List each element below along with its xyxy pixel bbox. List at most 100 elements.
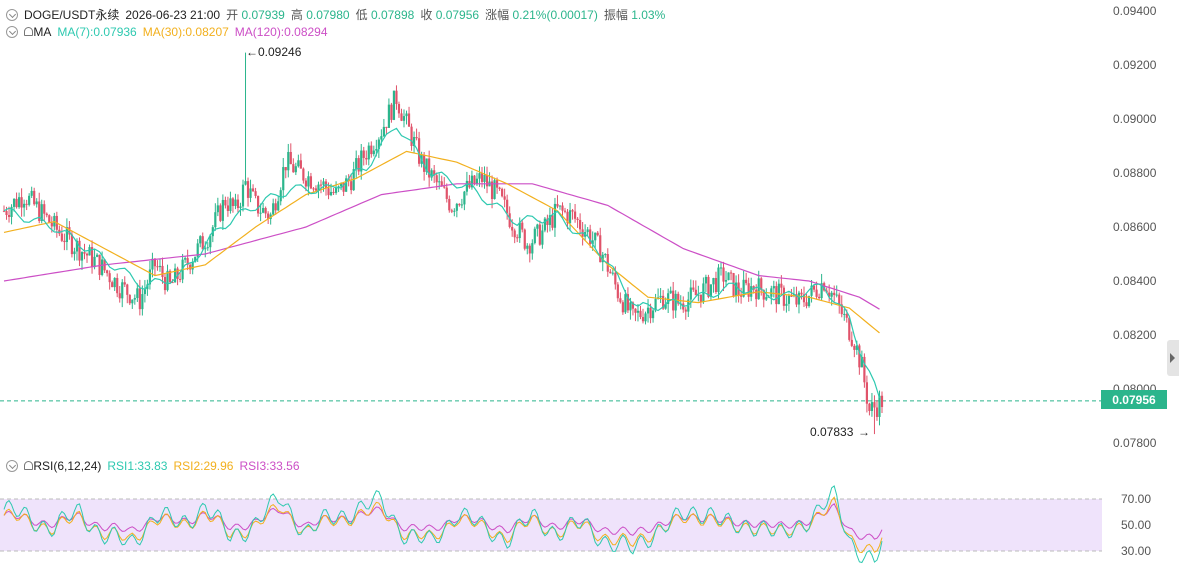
change-label: 涨幅 <box>485 8 510 22</box>
annotations: ← 0.09246 0.07833 → <box>246 45 870 439</box>
candle-body <box>719 267 723 269</box>
collapse-icon[interactable] <box>6 8 18 21</box>
candle-body <box>63 240 66 243</box>
candle-body <box>755 289 758 300</box>
candle-body <box>43 204 46 214</box>
candle-body <box>787 295 791 304</box>
candle-body <box>654 298 657 311</box>
candle-body <box>704 276 707 284</box>
candle-body <box>113 277 116 288</box>
candle-body <box>734 282 738 297</box>
panel-expand-handle[interactable] <box>1167 340 1179 376</box>
candle-body <box>292 164 295 173</box>
candle-body <box>347 178 350 182</box>
rsi-band-fill <box>0 499 1102 551</box>
candle-body <box>732 273 735 297</box>
collapse-icon[interactable] <box>6 26 18 38</box>
low-annotation-arrow: → <box>858 425 870 439</box>
candle-body <box>173 268 177 283</box>
candle-body <box>475 178 479 185</box>
candle-body <box>566 211 569 224</box>
candle-body <box>60 233 63 241</box>
candle-body <box>490 181 494 200</box>
candle-body <box>350 181 353 191</box>
candle-body <box>287 151 290 171</box>
rsi-tick-label: 30.00 <box>1121 544 1151 558</box>
open-value: 0.07939 <box>241 8 285 22</box>
candle-body <box>418 138 421 164</box>
candle-body <box>435 175 438 183</box>
candle-body <box>546 218 549 225</box>
candle-body <box>797 292 801 305</box>
candle-body <box>342 182 345 192</box>
open-label: 开 <box>226 8 239 22</box>
candle-body <box>362 150 365 158</box>
candle-body <box>65 227 68 243</box>
candle-body <box>480 173 484 182</box>
candle-body <box>111 282 114 288</box>
candle-body <box>470 175 474 188</box>
rsi3-line <box>3 503 883 540</box>
candle-body <box>151 258 154 270</box>
candle-body <box>445 187 448 199</box>
candle-body <box>563 210 567 212</box>
price-tick-label: 0.07800 <box>1113 436 1157 450</box>
candle-body <box>795 294 798 305</box>
candle-body <box>397 104 401 114</box>
candle-body <box>294 166 297 173</box>
bell-icon[interactable] <box>24 461 33 470</box>
rsi-band <box>0 499 1102 551</box>
candle-body <box>694 289 697 296</box>
candle-body <box>412 137 416 146</box>
rsi1-line <box>3 485 883 564</box>
candle-body <box>709 284 713 297</box>
candle-body <box>523 229 526 249</box>
candle-body <box>282 167 285 191</box>
candle-body <box>662 295 665 309</box>
candle-body <box>186 258 189 265</box>
candle-body <box>624 294 627 313</box>
candle-body <box>616 284 619 299</box>
candle-body <box>740 295 743 297</box>
candle-body <box>498 187 501 189</box>
candle-body <box>558 205 562 207</box>
low-annotation: 0.07833 <box>810 425 854 439</box>
candle-body <box>621 302 624 313</box>
candle-body <box>108 273 111 283</box>
candle-body <box>214 212 217 228</box>
candle-body <box>405 113 408 117</box>
last-price-tag: 0.07956 <box>1101 390 1167 409</box>
candle-body <box>50 222 53 227</box>
candle-body <box>365 157 368 160</box>
candle-body <box>80 252 84 261</box>
candle-body <box>506 199 509 214</box>
candle-body <box>184 258 187 260</box>
candle-body <box>93 256 96 268</box>
candle-body <box>166 270 169 291</box>
candle-body <box>450 210 453 212</box>
candle-body <box>800 292 803 295</box>
candle-body <box>722 267 725 282</box>
collapse-icon[interactable] <box>6 460 18 472</box>
candle-body <box>855 345 858 350</box>
candle-body <box>596 232 599 236</box>
rsi-tick-label: 70.00 <box>1121 492 1151 506</box>
candle-body <box>553 203 557 228</box>
candle-body <box>659 295 662 298</box>
candle-body <box>614 272 617 285</box>
candle-body <box>153 258 157 267</box>
candle-body <box>863 356 866 383</box>
candle-body <box>179 278 182 280</box>
candle-body <box>433 170 436 176</box>
candle-body <box>407 113 411 127</box>
candle-body <box>85 253 89 256</box>
ma-label[interactable]: MA <box>33 25 52 39</box>
candle-body <box>674 293 677 311</box>
rsi-label[interactable]: RSI(6,12,24) <box>33 459 102 473</box>
bell-icon[interactable] <box>24 27 33 36</box>
candle-body <box>840 304 843 315</box>
candle-body <box>385 126 388 128</box>
candle-body <box>70 234 74 255</box>
candle-body <box>28 195 31 205</box>
